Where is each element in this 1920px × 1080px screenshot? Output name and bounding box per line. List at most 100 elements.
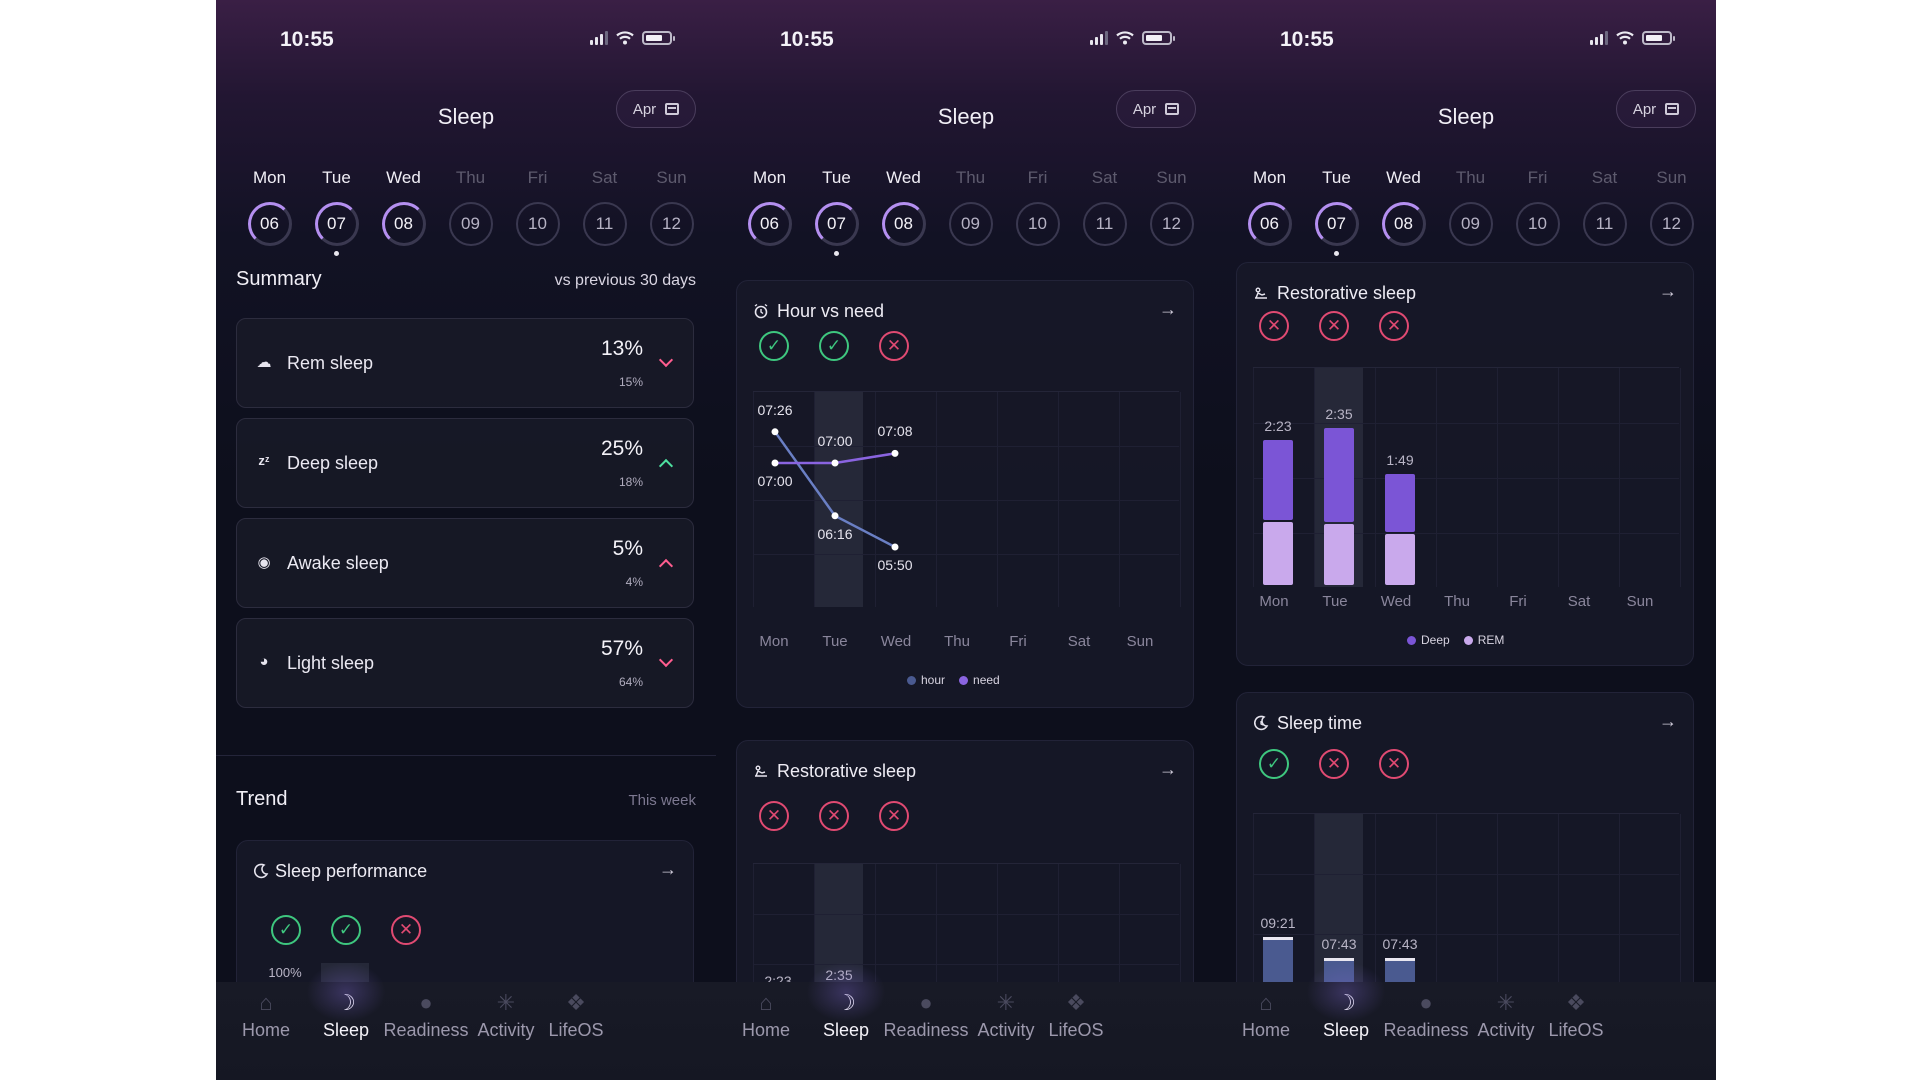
metric-light-sleep[interactable]: ◕ Light sleep 57% 64% — [236, 618, 694, 708]
metric-label: Deep sleep — [287, 453, 379, 473]
tab-sleep[interactable]: ☽ Sleep — [796, 962, 896, 1041]
day-sun[interactable]: Sun 12 — [638, 168, 705, 256]
day-thu[interactable]: Thu 09 — [437, 168, 504, 256]
grid-line — [1253, 874, 1679, 875]
month-picker-button[interactable]: Apr — [1616, 90, 1696, 128]
data-label: 05:50 — [877, 557, 913, 573]
home-icon: ⌂ — [759, 990, 773, 1015]
day-number-ring: 12 — [1649, 202, 1694, 246]
metric-deep-sleep[interactable]: zᶻ Deep sleep 25% 18% — [236, 418, 694, 508]
sleep-moon-icon: ☽ — [836, 990, 856, 1015]
day-thu[interactable]: Thu 09 — [1437, 168, 1504, 256]
day-thu[interactable]: Thu 09 — [937, 168, 1004, 256]
activity-icon: ✳ — [996, 990, 1016, 1015]
day-sun[interactable]: Sun 12 — [1138, 168, 1205, 256]
grid-line — [1680, 814, 1681, 1053]
day-mon[interactable]: Mon 06 — [236, 168, 303, 256]
day-tue[interactable]: Tue 07 — [303, 168, 370, 256]
x-circle-icon: ✕ — [819, 801, 849, 831]
x-circle-icon: ✕ — [879, 801, 909, 831]
alarm-clock-icon — [754, 303, 768, 319]
x-tick-label: Thu — [944, 633, 970, 650]
day-wed[interactable]: Wed 08 — [370, 168, 437, 256]
x-circle-icon: ✕ — [1379, 749, 1409, 779]
day-mon[interactable]: Mon 06 — [1236, 168, 1303, 256]
day-fri[interactable]: Fri 10 — [1004, 168, 1071, 256]
day-sat[interactable]: Sat 11 — [571, 168, 638, 256]
day-sat[interactable]: Sat 11 — [1071, 168, 1138, 256]
day-mon[interactable]: Mon 06 — [736, 168, 803, 256]
day-name: Sun — [1156, 168, 1187, 187]
day-tue[interactable]: Tue 07 — [803, 168, 870, 256]
tab-sleep[interactable]: ☽ Sleep — [1296, 962, 1396, 1041]
metric-value: 25% — [600, 437, 643, 460]
month-picker-button[interactable]: Apr — [616, 90, 696, 128]
metric-previous: 64% — [618, 675, 643, 689]
wifi-icon — [616, 31, 634, 45]
day-number-ring: 11 — [582, 202, 627, 246]
tab-readiness[interactable]: ● Readiness — [876, 982, 976, 1041]
tab-label: LifeOS — [1548, 1020, 1604, 1040]
tab-home[interactable]: ⌂ Home — [1216, 982, 1316, 1041]
day-name: Sun — [1656, 168, 1687, 187]
day-name: Wed — [886, 168, 921, 187]
arrow-right-icon[interactable]: → — [1659, 711, 1677, 731]
tab-home[interactable]: ⌂ Home — [216, 982, 316, 1041]
today-indicator — [1334, 251, 1339, 256]
legend-deep: Deep — [1407, 633, 1450, 647]
hour-vs-need-card[interactable]: Hour vs need → hour need ✓ ✓ ✕ Mon Tue Wed Thu… — [736, 280, 1194, 708]
tab-readiness[interactable]: ● Readiness — [376, 982, 476, 1041]
day-fri[interactable]: Fri 10 — [504, 168, 571, 256]
trend-title: Trend — [236, 788, 288, 810]
metric-label: Light sleep — [287, 653, 375, 673]
tab-sleep[interactable]: ☽ Sleep — [296, 962, 396, 1041]
trend-header: Trend This week — [236, 788, 696, 811]
tab-activity[interactable]: ✳ Activity — [456, 982, 556, 1041]
grid-line — [997, 864, 998, 1063]
tab-activity[interactable]: ✳ Activity — [956, 982, 1056, 1041]
grid-line — [1619, 368, 1620, 587]
tab-lifeos[interactable]: ❖ LifeOS — [526, 982, 626, 1041]
metric-awake-sleep[interactable]: ◉ Awake sleep 5% 4% — [236, 518, 694, 608]
arrow-right-icon[interactable]: → — [1659, 281, 1677, 301]
metric-rem-sleep[interactable]: ☁ Rem sleep 13% 15% — [236, 318, 694, 408]
tab-readiness[interactable]: ● Readiness — [1376, 982, 1476, 1041]
day-tue[interactable]: Tue 07 — [1303, 168, 1370, 256]
day-number-ring: 08 — [381, 202, 426, 246]
summary-compare: vs previous 30 days — [554, 272, 696, 289]
arrow-right-icon[interactable]: → — [1159, 299, 1177, 319]
tab-lifeos[interactable]: ❖ LifeOS — [1026, 982, 1126, 1041]
grid-line — [1497, 368, 1498, 587]
grid-line — [1314, 814, 1315, 1053]
day-number-ring: 12 — [1149, 202, 1194, 246]
data-label: 2:23 — [1264, 418, 1292, 434]
day-fri[interactable]: Fri 10 — [1504, 168, 1571, 256]
day-wed[interactable]: Wed 08 — [870, 168, 937, 256]
month-picker-button[interactable]: Apr — [1116, 90, 1196, 128]
tab-home[interactable]: ⌂ Home — [716, 982, 816, 1041]
day-number-ring: 06 — [1247, 202, 1292, 246]
today-indicator — [334, 251, 339, 256]
day-number-ring: 10 — [1515, 202, 1560, 246]
day-wed[interactable]: Wed 08 — [1370, 168, 1437, 256]
day-number-ring: 07 — [1314, 202, 1359, 246]
tab-lifeos[interactable]: ❖ LifeOS — [1526, 982, 1626, 1041]
card-title: Hour vs need — [777, 301, 885, 321]
day-sun[interactable]: Sun 12 — [1638, 168, 1705, 256]
data-label: 07:08 — [877, 423, 913, 440]
data-label: 1:49 — [1386, 452, 1414, 468]
arrow-right-icon[interactable]: → — [659, 859, 677, 879]
day-number-ring: 09 — [1448, 202, 1493, 246]
grid-line — [1497, 814, 1498, 1053]
restorative-sleep-card[interactable]: Restorative sleep → Deep REM ✕ ✕ ✕ 2:23 2:35… — [1236, 262, 1694, 666]
summary-title: Summary — [236, 268, 322, 290]
day-number-ring: 06 — [747, 202, 792, 246]
card-title: Restorative sleep — [1277, 283, 1417, 303]
metric-previous: 4% — [625, 575, 643, 589]
arrow-right-icon[interactable]: → — [1159, 759, 1177, 779]
phone-summary: 10:55 Sleep Apr Mon 06 Tue 07 Wed 08 Thu 09 Fri 1… — [216, 0, 716, 1080]
bar-deep — [1263, 440, 1293, 520]
day-sat[interactable]: Sat 11 — [1571, 168, 1638, 256]
x-tick-label: Sun — [1626, 593, 1654, 610]
tab-activity[interactable]: ✳ Activity — [1456, 982, 1556, 1041]
